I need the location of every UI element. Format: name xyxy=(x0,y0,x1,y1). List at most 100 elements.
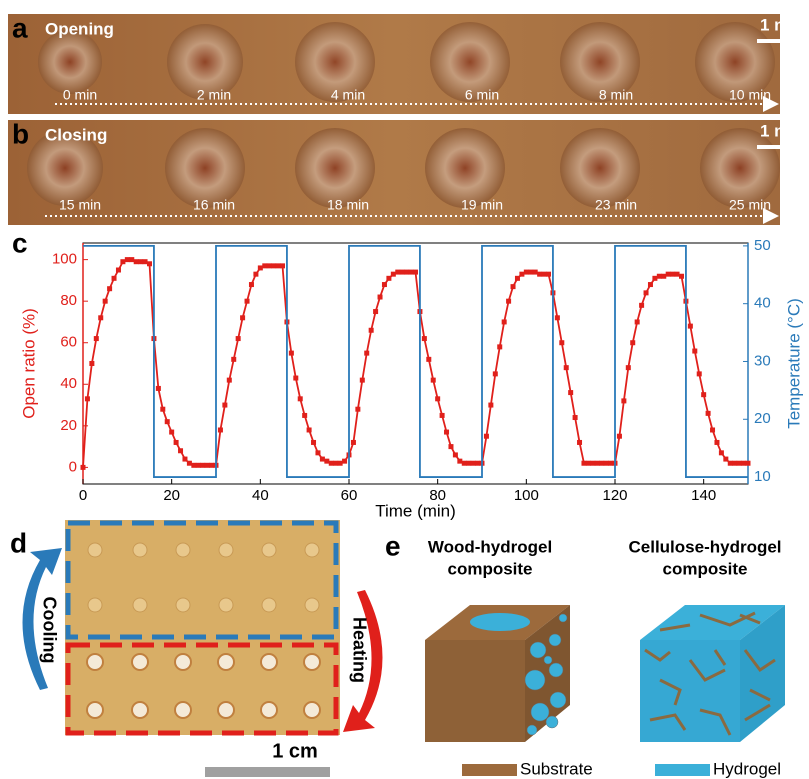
y2-tick-label: 20 xyxy=(754,410,771,427)
point xyxy=(129,257,134,262)
panel-title: Closing xyxy=(45,125,107,144)
point xyxy=(471,461,476,466)
point xyxy=(369,328,374,333)
point xyxy=(697,371,702,376)
point xyxy=(103,299,108,304)
point xyxy=(621,398,626,403)
y-tick-label: 80 xyxy=(60,292,77,309)
point xyxy=(245,299,250,304)
point xyxy=(342,459,347,464)
point xyxy=(289,351,294,356)
time-label: 16 min xyxy=(193,197,235,213)
point xyxy=(413,270,418,275)
panel-letter: d xyxy=(10,527,27,558)
chart: 0204060801001201400204060801001020304050… xyxy=(19,237,803,521)
point xyxy=(116,268,121,273)
y-axis-label: Open ratio (%) xyxy=(19,308,38,419)
point xyxy=(710,427,715,432)
point xyxy=(559,340,564,345)
point xyxy=(253,272,258,277)
point xyxy=(271,263,276,268)
x-tick-label: 140 xyxy=(691,487,716,504)
point xyxy=(400,270,405,275)
point xyxy=(506,299,511,304)
point xyxy=(701,392,706,397)
point xyxy=(276,263,281,268)
point xyxy=(227,378,232,383)
point xyxy=(360,378,365,383)
point xyxy=(138,259,143,264)
scale-label: 1 mm xyxy=(760,15,804,34)
point xyxy=(519,272,524,277)
point xyxy=(626,365,631,370)
point xyxy=(431,378,436,383)
point xyxy=(422,336,427,341)
point xyxy=(732,461,737,466)
point xyxy=(453,452,458,457)
figure: a Opening 1 mm b Closing 1 mm c 02040608… xyxy=(0,0,809,779)
point xyxy=(169,430,174,435)
point xyxy=(511,284,516,289)
point xyxy=(240,315,245,320)
point xyxy=(568,390,573,395)
point xyxy=(378,295,383,300)
point xyxy=(125,257,130,262)
point xyxy=(537,272,542,277)
cellulose-cube xyxy=(640,605,785,742)
point xyxy=(542,272,547,277)
point xyxy=(320,457,325,462)
point xyxy=(692,349,697,354)
point xyxy=(329,461,334,466)
cube-title: Cellulose-hydrogel xyxy=(628,537,781,556)
cube-title: composite xyxy=(662,559,747,578)
cooling-label: Cooling xyxy=(39,597,59,664)
point xyxy=(590,461,595,466)
point xyxy=(670,272,675,277)
point xyxy=(493,371,498,376)
point xyxy=(555,315,560,320)
scale-label: 1 mm xyxy=(760,121,804,140)
panel-letter: e xyxy=(385,530,401,561)
point xyxy=(156,386,161,391)
time-label: 6 min xyxy=(465,87,499,103)
time-label: 23 min xyxy=(595,197,637,213)
y-tick-label: 40 xyxy=(60,375,77,392)
time-label: 0 min xyxy=(63,87,97,103)
point xyxy=(196,463,201,468)
point xyxy=(675,272,680,277)
time-label: 25 min xyxy=(729,197,771,213)
point xyxy=(98,315,103,320)
panel-title: Opening xyxy=(45,19,114,38)
point xyxy=(577,440,582,445)
point xyxy=(94,336,99,341)
panel-letter: c xyxy=(12,227,28,258)
point xyxy=(746,461,751,466)
point xyxy=(178,448,183,453)
point xyxy=(409,270,414,275)
point xyxy=(444,430,449,435)
point xyxy=(391,272,396,277)
wood-cube xyxy=(425,605,570,742)
point xyxy=(218,427,223,432)
point xyxy=(258,265,263,270)
time-label: 2 min xyxy=(197,87,231,103)
point xyxy=(249,282,254,287)
point xyxy=(630,340,635,345)
point xyxy=(595,461,600,466)
heating-label: Heating xyxy=(349,617,369,683)
point xyxy=(262,263,267,268)
legend-swatch xyxy=(462,764,517,776)
point xyxy=(741,461,746,466)
point xyxy=(120,259,125,264)
time-label: 18 min xyxy=(327,197,369,213)
point xyxy=(236,336,241,341)
point xyxy=(546,272,551,277)
point xyxy=(191,463,196,468)
point xyxy=(373,309,378,314)
point xyxy=(222,403,227,408)
y2-tick-label: 40 xyxy=(754,295,771,312)
time-label: 4 min xyxy=(331,87,365,103)
time-label: 10 min xyxy=(729,87,771,103)
point xyxy=(608,461,613,466)
point xyxy=(448,444,453,449)
